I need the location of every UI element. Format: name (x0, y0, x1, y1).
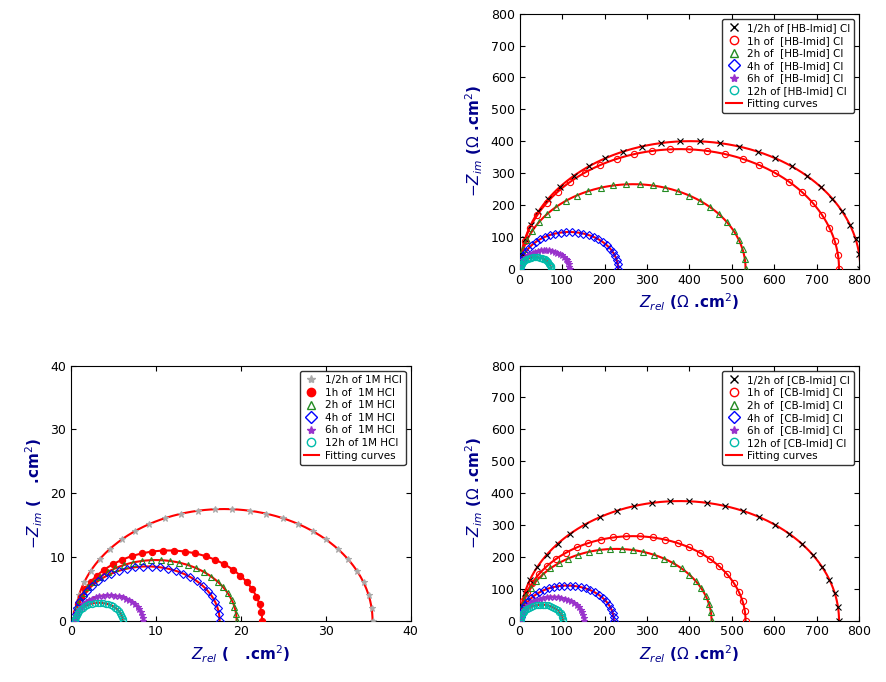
Y-axis label: $-Z_{im}$ ($\Omega$ .cm$^2$): $-Z_{im}$ ($\Omega$ .cm$^2$) (463, 437, 486, 549)
Y-axis label: $-Z_{im}$ ($\Omega$ .cm$^2$): $-Z_{im}$ ($\Omega$ .cm$^2$) (463, 85, 486, 197)
Legend: 1/2h of [CB-Imid] Cl, 1h of  [CB-Imid] Cl, 2h of  [CB-Imid] Cl, 4h of  [CB-Imid]: 1/2h of [CB-Imid] Cl, 1h of [CB-Imid] Cl… (722, 371, 854, 464)
Legend: 1/2h of 1M HCl, 1h of  1M HCl, 2h of  1M HCl, 4h of  1M HCl, 6h of  1M HCl, 12h : 1/2h of 1M HCl, 1h of 1M HCl, 2h of 1M H… (299, 371, 406, 464)
X-axis label: $Z_{rel}$ ($\Omega$ .cm$^2$): $Z_{rel}$ ($\Omega$ .cm$^2$) (640, 292, 740, 314)
X-axis label: $Z_{rel}$ (   .cm$^2$): $Z_{rel}$ ( .cm$^2$) (191, 644, 291, 666)
Y-axis label: $-Z_{im}$ (   .cm$^2$): $-Z_{im}$ ( .cm$^2$) (23, 438, 44, 548)
Legend: 1/2h of [HB-Imid] Cl, 1h of  [HB-Imid] Cl, 2h of  [HB-Imid] Cl, 4h of  [HB-Imid]: 1/2h of [HB-Imid] Cl, 1h of [HB-Imid] Cl… (722, 19, 854, 113)
X-axis label: $Z_{rel}$ ($\Omega$ .cm$^2$): $Z_{rel}$ ($\Omega$ .cm$^2$) (640, 644, 740, 666)
